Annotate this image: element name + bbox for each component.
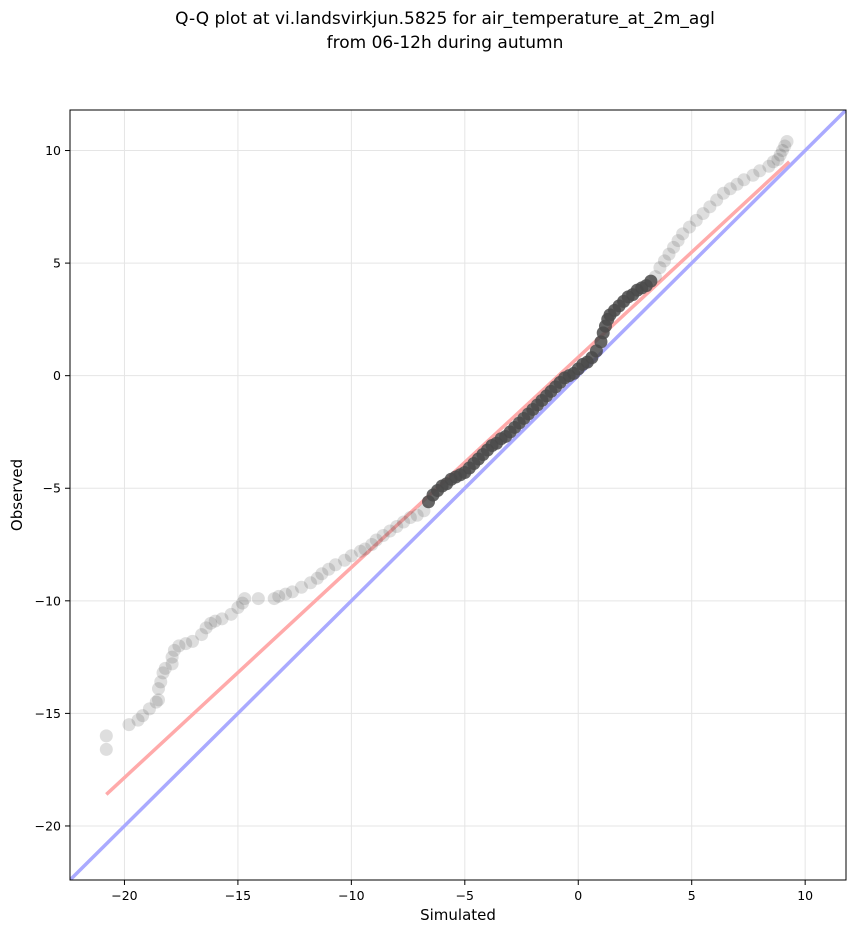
qq-point-tail bbox=[238, 592, 252, 606]
qq-point-tail bbox=[376, 529, 390, 543]
y-tick-label: 5 bbox=[53, 256, 61, 271]
x-tick-label: −10 bbox=[338, 888, 364, 903]
qq-point-tail bbox=[403, 511, 417, 525]
qq-point-tail bbox=[397, 515, 411, 529]
qq-point-tail bbox=[344, 549, 358, 563]
chart-title-line-1: Q-Q plot at vi.landsvirkjun.5825 for air… bbox=[175, 9, 715, 29]
qq-point-tail bbox=[99, 729, 113, 743]
qq-point-tail bbox=[154, 675, 168, 689]
qq-point-tail bbox=[99, 742, 113, 756]
y-axis-label: Observed bbox=[8, 459, 26, 531]
x-tick-label: 0 bbox=[574, 888, 582, 903]
qq-point-tail bbox=[322, 562, 336, 576]
qq-point-tail bbox=[131, 713, 145, 727]
qq-point-tail bbox=[780, 135, 794, 149]
qq-point-tail bbox=[716, 186, 730, 200]
qq-point-tail bbox=[142, 702, 156, 716]
qq-point-tail bbox=[294, 580, 308, 594]
qq-point-tail bbox=[235, 596, 249, 610]
y-tick-label: 0 bbox=[53, 368, 61, 383]
qq-point-tail bbox=[662, 247, 676, 261]
qq-point-tail bbox=[771, 153, 785, 167]
qq-point-tail bbox=[304, 576, 318, 590]
qq-point-tail bbox=[353, 544, 367, 558]
qq-point-tail bbox=[136, 709, 150, 723]
qq-point bbox=[644, 274, 658, 288]
qq-point-tail bbox=[179, 637, 193, 651]
x-tick-label: −15 bbox=[225, 888, 251, 903]
qq-point-tail bbox=[310, 571, 324, 585]
plot-frame bbox=[69, 109, 847, 881]
qq-point-tail bbox=[676, 227, 690, 241]
qq-point-tail bbox=[285, 585, 299, 599]
qq-point-tail bbox=[730, 177, 744, 191]
qq-point-tail bbox=[778, 139, 792, 153]
qq-point-tail bbox=[766, 155, 780, 169]
qq-point-tail bbox=[410, 508, 424, 522]
qq-point-tail bbox=[689, 213, 703, 227]
qq-point-tail bbox=[251, 592, 265, 606]
qq-point-tail bbox=[773, 148, 787, 162]
qq-point-tail bbox=[746, 168, 760, 182]
qq-point-tail bbox=[338, 553, 352, 567]
qq-point-tail bbox=[224, 607, 238, 621]
qq-point-tail bbox=[723, 182, 737, 196]
qq-point-tail bbox=[696, 207, 710, 221]
qq-point-tail bbox=[710, 193, 724, 207]
y-tick-label: −15 bbox=[35, 706, 61, 721]
qq-point-tail bbox=[753, 164, 767, 178]
qq-point-tail bbox=[315, 567, 329, 581]
qq-point-tail bbox=[167, 643, 181, 657]
y-tick-label: −20 bbox=[35, 818, 61, 833]
qq-point-tail bbox=[667, 240, 681, 254]
qq-point-tail bbox=[279, 587, 293, 601]
x-axis-label: Simulated bbox=[420, 906, 496, 924]
grid bbox=[70, 110, 846, 880]
qq-point-tail bbox=[703, 200, 717, 214]
qq-point-tail bbox=[231, 601, 245, 615]
qq-point-tail bbox=[172, 639, 186, 653]
qq-point-tail bbox=[199, 621, 213, 635]
qq-point-tail bbox=[215, 612, 229, 626]
qq-point-tail bbox=[186, 634, 200, 648]
y-tick-label: −10 bbox=[35, 593, 61, 608]
qq-point-tail bbox=[358, 542, 372, 556]
qq-point-tail bbox=[151, 693, 165, 707]
qq-point-tail bbox=[671, 234, 685, 248]
qq-point-tail bbox=[682, 220, 696, 234]
qq-point-tail bbox=[267, 592, 281, 606]
axes-ticks: −20 −15 −10 −5 0 5 10 −20 −15 −10 −5 0 5 10 bbox=[35, 143, 814, 903]
chart-title-line-2: from 06-12h during autumn bbox=[327, 33, 564, 53]
qq-point-tail bbox=[390, 520, 404, 534]
qq-point-tail bbox=[208, 614, 222, 628]
y-tick-label: −5 bbox=[43, 481, 61, 496]
qq-point-tail bbox=[149, 695, 163, 709]
qq-point-tail bbox=[122, 718, 136, 732]
qq-point-tail bbox=[204, 616, 218, 630]
qq-point-tail bbox=[775, 144, 789, 158]
qq-point-tail bbox=[195, 628, 209, 642]
qq-point-tail bbox=[156, 666, 170, 680]
qq-point-tail bbox=[165, 657, 179, 671]
x-tick-label: −20 bbox=[111, 888, 137, 903]
y-tick-label: 10 bbox=[45, 143, 61, 158]
qq-point-tail bbox=[151, 682, 165, 696]
qq-point-tail bbox=[737, 173, 751, 187]
qq-point-tail bbox=[657, 254, 671, 268]
x-tick-label: 10 bbox=[797, 888, 813, 903]
qq-point-tail bbox=[762, 159, 776, 173]
x-tick-label: 5 bbox=[688, 888, 696, 903]
qq-point-tail bbox=[328, 558, 342, 572]
x-tick-label: −5 bbox=[456, 888, 474, 903]
qq-point-tail bbox=[369, 533, 383, 547]
identity-line bbox=[70, 110, 846, 880]
qq-point-tail bbox=[165, 650, 179, 664]
qq-point-tail bbox=[653, 261, 667, 275]
qq-point-tail bbox=[383, 524, 397, 538]
qq-point-tail bbox=[272, 589, 286, 603]
qq-point-tail bbox=[365, 538, 379, 552]
qq-point-tail bbox=[158, 661, 172, 675]
plot-area bbox=[70, 110, 846, 880]
